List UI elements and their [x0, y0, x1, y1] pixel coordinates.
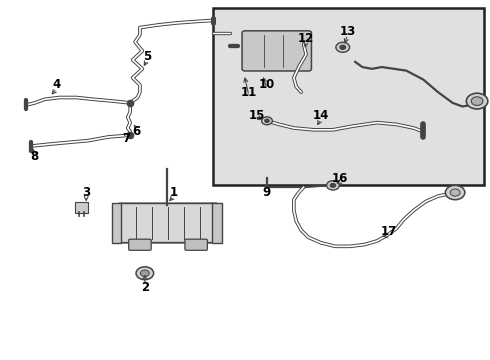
Circle shape [141, 270, 149, 276]
Text: 11: 11 [241, 86, 257, 99]
Text: 13: 13 [340, 25, 356, 38]
FancyBboxPatch shape [112, 203, 122, 243]
Text: 8: 8 [30, 150, 38, 163]
FancyBboxPatch shape [129, 239, 151, 250]
Text: 6: 6 [132, 125, 141, 138]
Text: 15: 15 [249, 109, 266, 122]
Text: 12: 12 [298, 32, 314, 45]
Text: 1: 1 [170, 186, 178, 199]
Circle shape [466, 93, 488, 109]
FancyBboxPatch shape [212, 203, 221, 243]
FancyBboxPatch shape [185, 239, 207, 250]
Circle shape [445, 185, 465, 200]
Text: 3: 3 [82, 186, 90, 199]
FancyBboxPatch shape [213, 8, 485, 185]
FancyBboxPatch shape [242, 31, 312, 71]
FancyBboxPatch shape [118, 203, 218, 243]
FancyBboxPatch shape [75, 202, 88, 213]
Text: 5: 5 [143, 50, 151, 63]
Circle shape [340, 45, 345, 49]
Text: 4: 4 [53, 78, 61, 91]
Circle shape [136, 267, 154, 280]
Circle shape [336, 42, 349, 52]
Text: 9: 9 [263, 186, 271, 199]
Circle shape [265, 119, 269, 122]
Text: 14: 14 [313, 109, 329, 122]
Circle shape [471, 97, 483, 105]
Text: 2: 2 [141, 281, 149, 294]
Circle shape [330, 184, 336, 187]
Circle shape [327, 181, 339, 190]
Text: 7: 7 [122, 132, 131, 145]
Text: 16: 16 [332, 172, 348, 185]
Text: 10: 10 [259, 78, 275, 91]
Text: 17: 17 [381, 225, 397, 238]
Circle shape [262, 117, 272, 125]
Circle shape [450, 189, 460, 196]
